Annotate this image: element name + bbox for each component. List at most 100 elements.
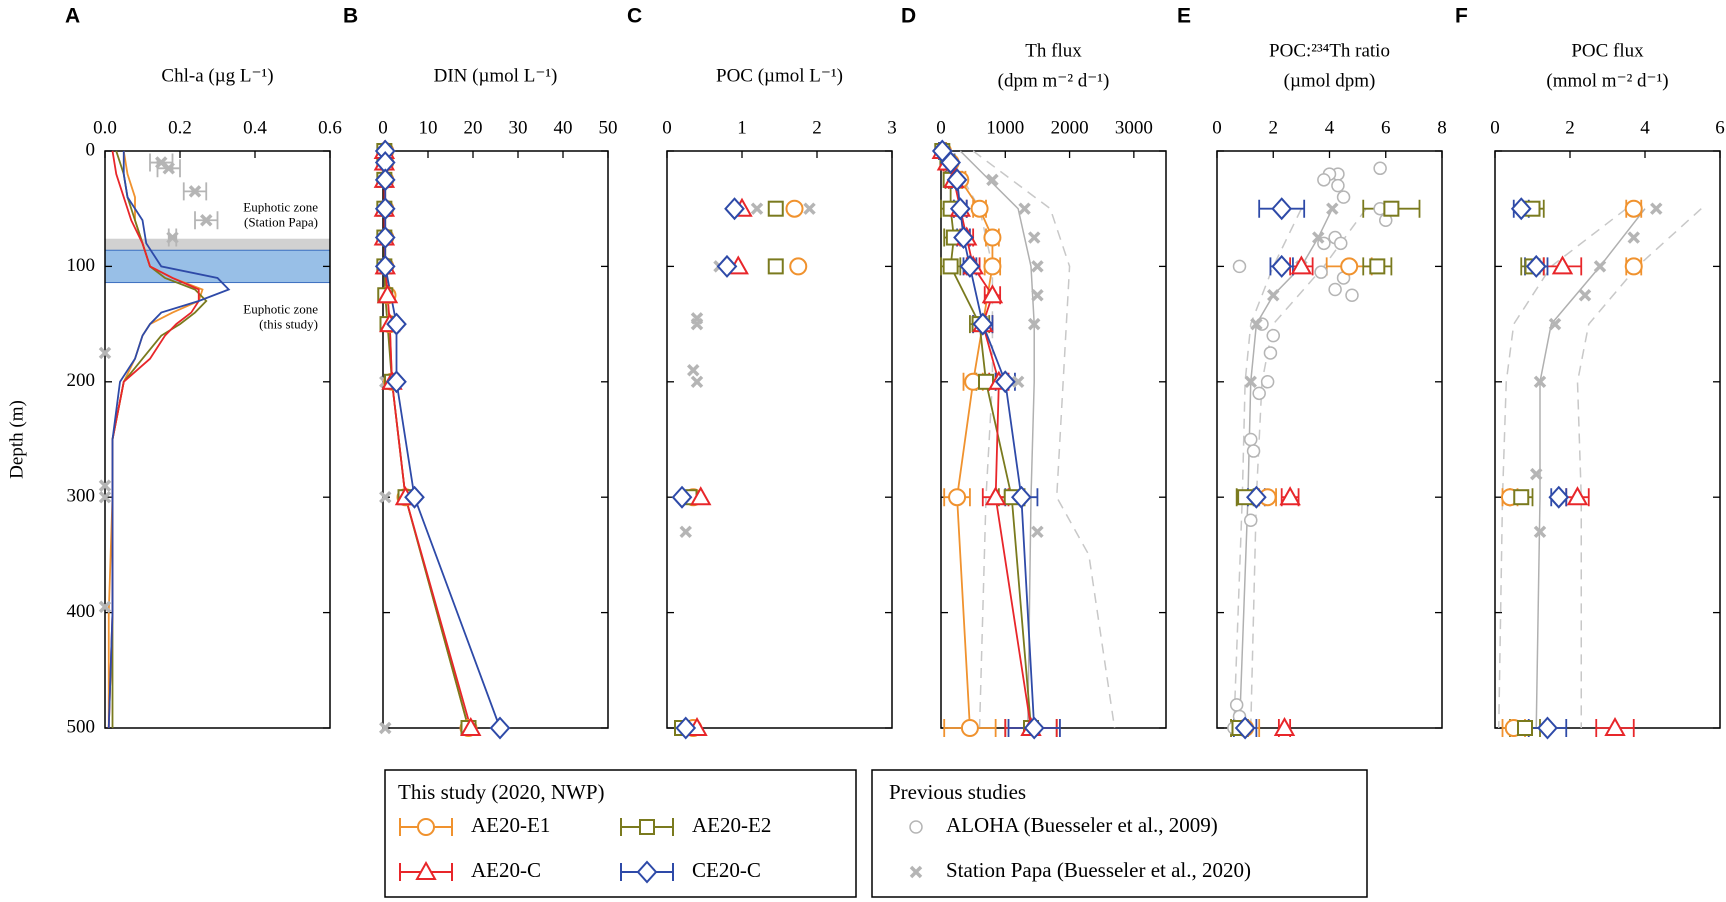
- marker: [671, 485, 693, 509]
- marker: [960, 719, 979, 737]
- marker: [942, 258, 959, 275]
- x-tick-label: 50: [599, 117, 618, 138]
- marker: [1510, 197, 1532, 221]
- marker: [1624, 199, 1643, 218]
- x-tick-label: 2000: [1051, 117, 1089, 138]
- marker: [1260, 375, 1275, 389]
- profile-line: [1238, 208, 1333, 729]
- y-tick-label: 200: [67, 370, 96, 391]
- marker: [1027, 231, 1041, 244]
- marker: [1273, 716, 1296, 736]
- marker: [1593, 260, 1607, 273]
- profile-line: [384, 151, 501, 729]
- marker: [1548, 317, 1562, 331]
- marker: [1246, 444, 1261, 458]
- marker: [166, 231, 179, 244]
- legend-marker: [639, 819, 655, 835]
- marker: [1566, 486, 1589, 506]
- y-axis-label: Depth (m): [6, 400, 27, 479]
- x-tick-label: 6: [1381, 117, 1391, 138]
- marker: [1317, 173, 1331, 187]
- marker: [374, 226, 396, 250]
- axis-title: POC (µmol L⁻¹): [716, 65, 843, 86]
- marker: [767, 200, 784, 217]
- marker: [716, 254, 738, 278]
- x-tick-label: 3: [887, 117, 897, 138]
- plot-frame: [940, 150, 1167, 729]
- legend-marker: [636, 860, 658, 884]
- marker: [1031, 289, 1044, 302]
- y-tick-label: 400: [67, 601, 96, 622]
- marker: [1340, 257, 1359, 276]
- y-tick-label: 300: [67, 486, 96, 507]
- panel-letter: E: [1177, 5, 1191, 28]
- plot-frame: [666, 150, 893, 729]
- marker: [959, 254, 981, 278]
- marker: [374, 168, 396, 192]
- marker: [981, 284, 1004, 304]
- axis-title: POC:²³⁴Th ratio: [1269, 40, 1390, 61]
- profile-line: [383, 151, 472, 729]
- marker: [687, 364, 700, 377]
- marker: [1018, 202, 1031, 215]
- marker: [1326, 202, 1339, 215]
- marker: [994, 370, 1016, 394]
- marker: [1604, 716, 1626, 736]
- marker: [1336, 190, 1351, 204]
- band-label: (this study): [259, 317, 318, 332]
- legend-title: This study (2020, NWP): [398, 780, 605, 804]
- marker: [1548, 485, 1570, 509]
- legend-marker: [909, 865, 923, 879]
- marker: [1513, 489, 1530, 506]
- marker: [1650, 202, 1663, 215]
- marker: [690, 317, 704, 331]
- axis-title: (µmol dpm): [1284, 70, 1376, 91]
- legend-label: AE20-E1: [471, 813, 550, 837]
- x-tick-label: 0.0: [93, 117, 117, 138]
- x-tick-label: 0.4: [243, 117, 267, 138]
- profile-line: [107, 150, 204, 728]
- marker: [188, 185, 202, 198]
- panel-letter: A: [65, 5, 80, 28]
- legend-marker: [415, 860, 437, 880]
- marker: [1031, 260, 1044, 273]
- marker: [675, 716, 697, 740]
- marker: [785, 199, 804, 218]
- x-tick-label: 3000: [1115, 117, 1153, 138]
- marker: [1271, 254, 1293, 278]
- marker: [1267, 289, 1280, 302]
- profile-line: [383, 151, 470, 729]
- marker: [983, 257, 1002, 276]
- marker: [940, 151, 961, 175]
- axis-title: DIN (µmol L⁻¹): [434, 65, 558, 86]
- legend-label: CE20-C: [692, 858, 761, 882]
- marker: [679, 525, 692, 539]
- marker: [1383, 200, 1400, 217]
- axis-title: POC flux: [1571, 40, 1644, 61]
- axis-title: Chl-a (µg L⁻¹): [161, 65, 273, 86]
- marker: [1627, 231, 1640, 244]
- x-tick-label: 8: [1437, 117, 1447, 138]
- x-tick-label: 0.6: [318, 117, 342, 138]
- marker: [690, 486, 712, 506]
- marker: [1578, 289, 1592, 302]
- x-tick-label: 0: [936, 117, 946, 138]
- panel-letter: C: [627, 5, 642, 28]
- marker: [1312, 231, 1325, 244]
- legend-marker: [909, 820, 923, 834]
- y-tick-label: 100: [67, 255, 96, 276]
- marker: [386, 370, 407, 394]
- marker: [949, 197, 971, 221]
- marker: [1011, 485, 1032, 509]
- marker: [984, 486, 1007, 506]
- marker: [789, 257, 808, 276]
- marker: [1331, 178, 1345, 193]
- marker: [379, 721, 392, 735]
- panel-letter: B: [343, 5, 358, 28]
- marker: [1328, 282, 1342, 297]
- marker: [1334, 236, 1348, 251]
- marker: [98, 490, 112, 504]
- legend-label: Station Papa (Buesseler et al., 2020): [946, 858, 1251, 882]
- legend-box: [384, 769, 857, 898]
